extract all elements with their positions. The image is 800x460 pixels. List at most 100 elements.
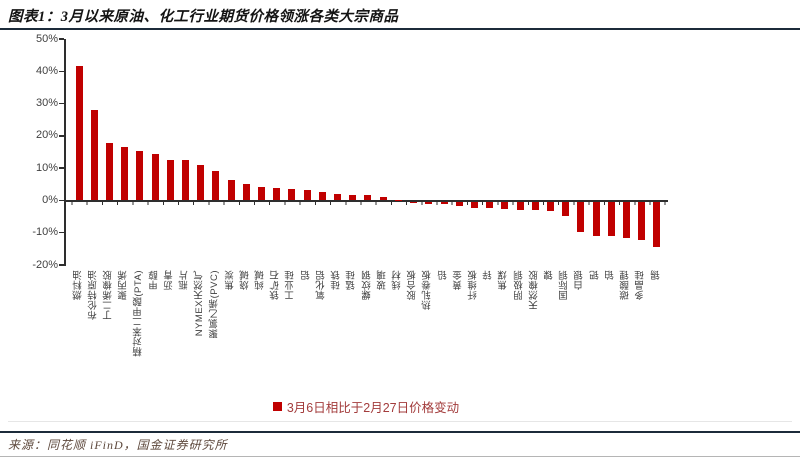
x-axis-category-label: 铁矿石 [269,270,285,400]
x-axis-category-label: 白银 [573,270,589,400]
category-label-text: 白银 [574,270,586,290]
bar [516,202,524,210]
x-axis-category-label: 锡 [649,270,665,400]
bar [425,202,433,205]
x-axis-category-label: 阴极铜 [512,270,528,400]
category-label-text: 纤维板 [467,270,479,300]
y-axis-tick-label: -20% [32,258,58,271]
bar [212,170,220,201]
x-axis-category-label: 焦煤 [497,270,513,400]
bar [623,202,631,238]
legend: 3月6日相比于2月27日价格变动 [64,397,668,416]
category-label-text: 线材 [391,270,403,290]
x-axis-category-label: 国际铜 [558,270,574,400]
x-axis-category-label: 玻璃 [375,270,391,400]
y-axis-tick-label: -10% [32,226,58,239]
x-axis-category-label: 硅铁 [330,270,346,400]
category-label-text: 铝 [300,270,312,280]
bar [303,190,311,201]
y-axis-tick [59,264,64,266]
x-axis-category-label: 镍 [543,270,559,400]
bar [349,194,357,201]
category-label-text: 瓶片 [179,270,190,290]
bar [166,159,174,201]
category-label-text: 锰硅 [346,270,358,290]
bar [455,202,463,206]
category-label-text: 氧化铝 [315,270,327,300]
bar [653,202,661,247]
y-axis-tick-label: 0% [42,193,58,206]
divider-bottom [0,431,800,433]
bar [105,142,113,201]
bar [592,202,600,236]
legend-marker [272,402,282,411]
category-label-text: 螺纹钢 [361,270,373,300]
x-axis-category-label: 聚丙烯 [117,270,133,400]
x-axis-category-label: 工业硅 [284,270,300,400]
source-note: 来源：同花顺 iFinD，国金证券研究所 [8,438,228,452]
bar [501,202,509,209]
category-label-text: 黄金 [452,270,464,290]
category-label-text: 热轧卷板 [422,270,434,310]
y-axis-tick-label: 40% [35,64,58,77]
bar [258,186,266,201]
divider-top [0,28,800,30]
y-axis-tick-label: 10% [35,161,58,174]
category-label-text: 多晶硅 [635,270,647,300]
x-axis-category-label: 胶合板 [406,270,422,400]
x-axis-category-label: 焦炭 [223,270,239,400]
bar [470,202,478,208]
x-axis-category-label: 天然橡胶 [527,270,543,400]
x-axis-category-label: NYMEX天然气 [193,270,209,400]
x-axis-category-label: 烧碱 [238,270,254,400]
category-label-text: 工业硅 [285,270,297,300]
category-label-text: 布伦特原油 [87,270,99,320]
x-axis-category-label: 燃料油 [71,270,87,400]
x-axis-category-label: 纯碱 [254,270,270,400]
x-axis-category-label: 铅 [436,270,452,400]
category-label-text: 丁二烯橡胶 [102,270,114,320]
y-axis-tick-label: 20% [35,129,58,142]
bar [547,202,554,212]
y-axis-tick [59,102,64,105]
bar [410,202,418,204]
y-axis-tick [59,135,64,137]
bar [394,199,402,201]
category-label-text: 钯 [589,270,601,280]
category-label-text: 燃料油 [72,270,84,300]
bar [181,160,189,201]
category-label-text: 镍 [544,270,556,280]
bar [486,202,494,208]
bar [440,202,448,205]
x-axis-category-label: 螺纹钢 [360,270,376,400]
category-label-text: 玻璃 [376,270,388,290]
divider-faint [0,456,800,457]
x-axis-category-label: 氧化铝 [314,270,330,400]
category-label-text: 锡 [650,270,662,280]
x-axis-category-label: 多晶硅 [634,270,650,400]
bar [242,183,250,201]
x-axis-category-label: 纤维板 [466,270,482,400]
category-label-text: 纯碱 [255,270,267,290]
bar [577,202,585,233]
y-axis-tick [59,70,64,73]
x-axis-zero-line [64,200,668,202]
bar [197,164,205,201]
x-axis-category-label: 甲醇 [147,270,163,400]
category-label-text: NYMEX天然气 [194,270,206,337]
figure-title: 图表1：3月以来原油、化工行业期货价格领涨各类大宗商品 [8,9,399,25]
y-axis [64,39,66,266]
x-axis-category-label: 聚氯乙烯(PVC) [208,270,224,400]
category-label-text: 胶合板 [407,270,419,300]
bar [638,202,646,241]
chart-bottom-edge [8,421,792,422]
y-axis-tick [59,231,64,234]
x-axis-category-label: 铂 [603,270,619,400]
category-label-text: 碳酸锂 [620,270,632,300]
category-label-text: 锌 [483,270,495,280]
category-label-text: 聚丙烯 [118,270,130,300]
bar [334,194,342,201]
y-axis-tick [59,199,64,202]
